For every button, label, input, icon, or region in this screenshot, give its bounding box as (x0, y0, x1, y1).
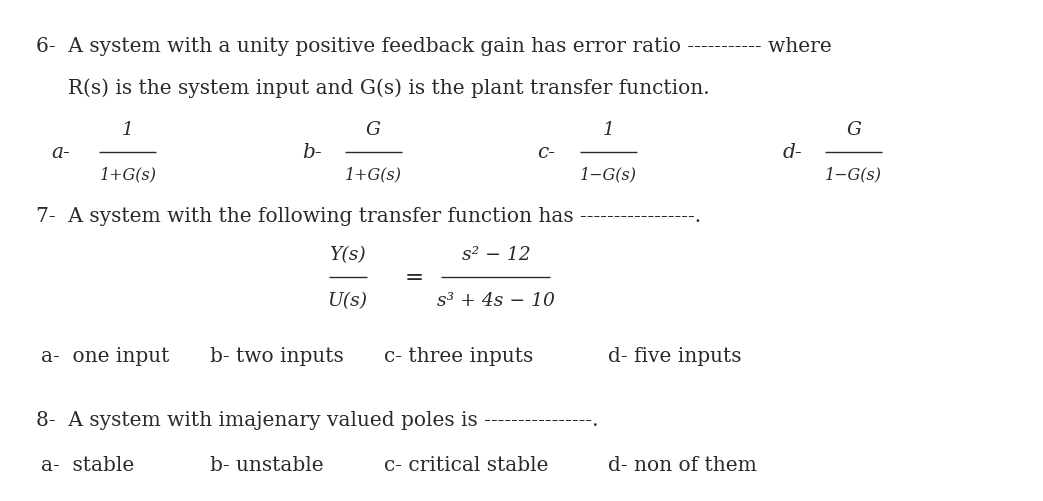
Text: 6-  A system with a unity positive feedback gain has error ratio ----------- whe: 6- A system with a unity positive feedba… (35, 37, 831, 56)
Text: a-  one input: a- one input (41, 347, 169, 366)
Text: 1+G(s): 1+G(s) (99, 166, 156, 183)
Text: 1: 1 (603, 121, 614, 139)
Text: c- critical stable: c- critical stable (384, 454, 548, 473)
Text: a-  stable: a- stable (41, 454, 135, 473)
Text: b-: b- (301, 143, 321, 162)
Text: s³ + 4s − 10: s³ + 4s − 10 (437, 291, 555, 309)
Text: U(s): U(s) (328, 291, 368, 309)
Text: 1−G(s): 1−G(s) (825, 166, 882, 183)
Text: c-: c- (537, 143, 555, 162)
Text: 1−G(s): 1−G(s) (580, 166, 637, 183)
Text: b- two inputs: b- two inputs (210, 347, 343, 366)
Text: 8-  A system with imajenary valued poles is ----------------.: 8- A system with imajenary valued poles … (35, 410, 599, 429)
Text: R(s) is the system input and G(s) is the plant transfer function.: R(s) is the system input and G(s) is the… (35, 79, 709, 98)
Text: b- unstable: b- unstable (210, 454, 323, 473)
Text: Y(s): Y(s) (330, 246, 366, 264)
Text: 1+G(s): 1+G(s) (345, 166, 402, 183)
Text: G: G (366, 121, 381, 139)
Text: 7-  A system with the following transfer function has -----------------.: 7- A system with the following transfer … (35, 206, 701, 225)
Text: 1: 1 (122, 121, 134, 139)
Text: d- non of them: d- non of them (608, 454, 757, 473)
Text: a-: a- (51, 143, 70, 162)
Text: s² − 12: s² − 12 (462, 246, 530, 264)
Text: d- five inputs: d- five inputs (608, 347, 742, 366)
Text: c- three inputs: c- three inputs (384, 347, 533, 366)
Text: d-: d- (782, 143, 802, 162)
Text: G: G (846, 121, 862, 139)
Text: =: = (405, 267, 423, 289)
